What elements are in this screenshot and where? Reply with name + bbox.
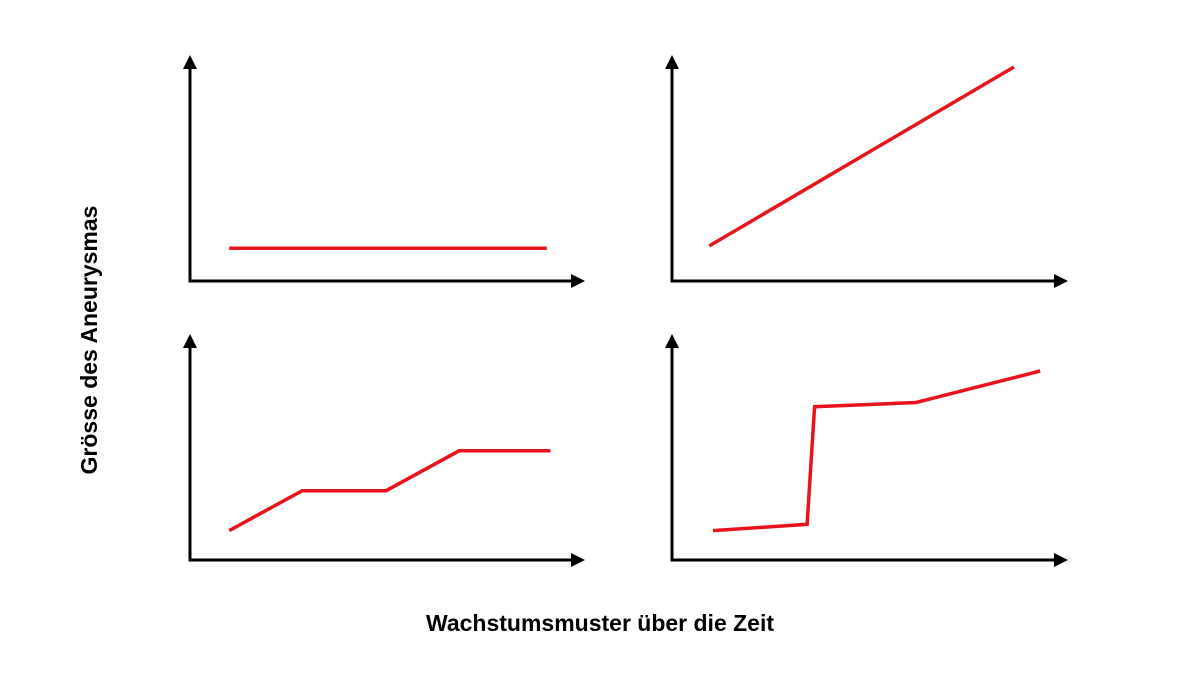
y-axis-label: Grösse des Aneurysmas: [76, 206, 102, 475]
series-line: [708, 65, 1015, 248]
chart-panels: [183, 55, 1068, 567]
y-axis-arrow: [665, 334, 679, 348]
x-axis-arrow: [1054, 274, 1068, 288]
series-line: [228, 449, 551, 533]
x-axis-arrow: [571, 274, 585, 288]
panel-stepwise: [183, 334, 585, 567]
panel-linear: [665, 55, 1068, 288]
x-axis-label: Wachstumsmuster über die Zeit: [426, 610, 774, 636]
x-axis-arrow: [571, 553, 585, 567]
x-axis-arrow: [1054, 553, 1068, 567]
y-axis-arrow: [183, 55, 197, 69]
y-axis-arrow: [665, 55, 679, 69]
y-axis-arrow: [183, 334, 197, 348]
panel-constant: [183, 55, 585, 288]
series-line: [712, 369, 1041, 533]
panel-jump: [665, 334, 1068, 567]
